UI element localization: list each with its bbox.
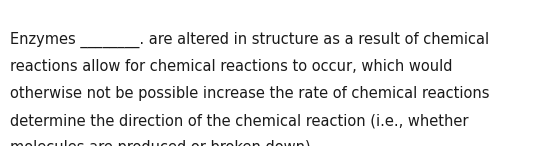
Text: determine the direction of the chemical reaction (i.e., whether: determine the direction of the chemical … xyxy=(10,113,469,128)
Text: molecules are produced or broken down).: molecules are produced or broken down). xyxy=(10,140,315,146)
Text: reactions allow for chemical reactions to occur, which would: reactions allow for chemical reactions t… xyxy=(10,59,453,74)
Text: Enzymes ________. are altered in structure as a result of chemical: Enzymes ________. are altered in structu… xyxy=(10,32,489,48)
Text: otherwise not be possible increase the rate of chemical reactions: otherwise not be possible increase the r… xyxy=(10,86,489,101)
